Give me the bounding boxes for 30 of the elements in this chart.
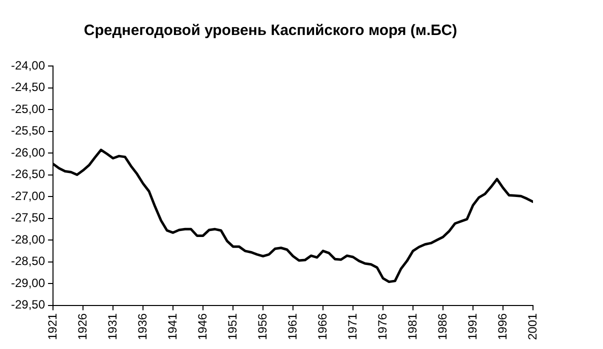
x-tick-label: 1991 <box>465 312 480 340</box>
y-tick-label: -26,50 <box>10 167 46 182</box>
y-tick-label: -28,00 <box>10 232 46 246</box>
y-tick-label: -29,00 <box>10 276 46 290</box>
x-tick-label: 1981 <box>405 312 420 340</box>
x-tick-label: 1956 <box>255 312 270 340</box>
x-tick-label: 1931 <box>105 312 120 340</box>
x-tick-label: 1946 <box>195 312 210 340</box>
y-tick-label: -24,00 <box>10 58 46 72</box>
x-tick-label: 1976 <box>375 312 390 340</box>
chart-title: Среднегодовой уровень Каспийского моря (м.БС) <box>84 22 458 40</box>
y-tick-label: -24,50 <box>10 80 46 94</box>
x-tick-label: 1961 <box>285 312 300 340</box>
y-tick-label: -26,00 <box>10 145 46 160</box>
y-tick-label: -25,00 <box>10 102 46 116</box>
y-tick-label: -27,50 <box>10 210 46 225</box>
x-tick-label: 1966 <box>315 312 330 340</box>
y-tick-label: -28,50 <box>10 254 46 268</box>
x-tick-label: 1971 <box>345 312 360 340</box>
x-tick-label: 1986 <box>435 312 450 340</box>
y-tick-label: -27,00 <box>10 188 46 203</box>
y-tick-label: -25,50 <box>10 124 46 138</box>
y-tick-label: -29,50 <box>10 298 46 312</box>
x-tick-label: 1996 <box>495 312 510 340</box>
x-tick-label: 1926 <box>75 312 90 340</box>
x-tick-label: 1951 <box>225 312 240 340</box>
x-tick-label: 2001 <box>525 312 540 340</box>
x-tick-label: 1936 <box>135 312 150 340</box>
x-tick-label: 1941 <box>165 312 180 340</box>
x-tick-label: 1921 <box>45 312 60 340</box>
